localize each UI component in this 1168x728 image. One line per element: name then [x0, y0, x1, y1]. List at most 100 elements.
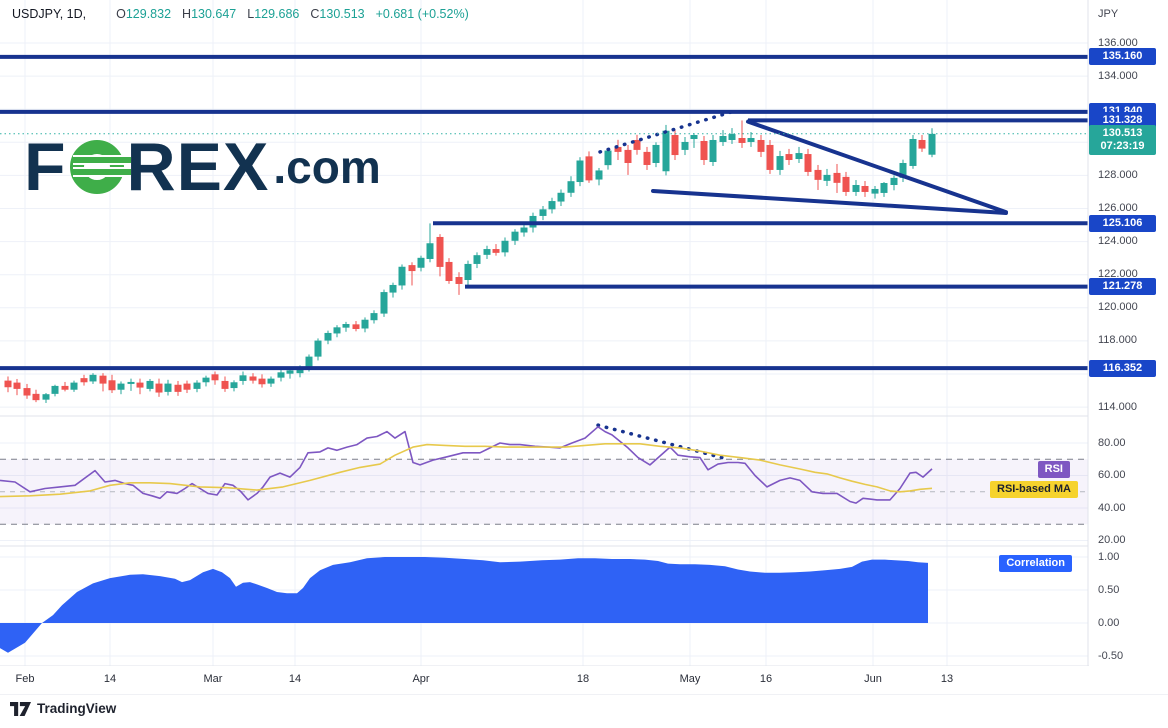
candle[interactable] — [230, 382, 238, 389]
candle[interactable] — [136, 382, 144, 388]
candle[interactable] — [501, 240, 509, 253]
candle[interactable] — [909, 138, 917, 166]
candle[interactable] — [918, 139, 926, 149]
trendline[interactable] — [746, 119, 1008, 215]
tradingview-logo[interactable]: TradingView — [10, 701, 116, 716]
dotted-trendline[interactable] — [598, 109, 737, 154]
candle[interactable] — [520, 227, 528, 233]
candle[interactable] — [766, 144, 774, 170]
candle[interactable] — [585, 156, 593, 181]
candle[interactable] — [890, 177, 898, 185]
candle[interactable] — [738, 137, 746, 143]
candle[interactable] — [193, 382, 201, 389]
candle[interactable] — [814, 169, 822, 180]
candle[interactable] — [267, 378, 275, 384]
candle[interactable] — [690, 135, 698, 139]
candle[interactable] — [804, 154, 812, 172]
candle[interactable] — [370, 313, 378, 321]
candle[interactable] — [155, 383, 163, 393]
candle[interactable] — [576, 160, 584, 183]
candle[interactable] — [795, 153, 803, 160]
candle[interactable] — [445, 261, 453, 281]
price-axis[interactable]: JPY 136.000 134.000 128.000 126.000 124.000 1… — [1089, 0, 1168, 694]
candle[interactable] — [221, 380, 229, 389]
candle[interactable] — [417, 257, 425, 268]
candle[interactable] — [464, 263, 472, 280]
candle[interactable] — [23, 388, 31, 396]
candle[interactable] — [211, 374, 219, 381]
candle[interactable] — [595, 170, 603, 180]
candle[interactable] — [408, 265, 416, 272]
candle[interactable] — [823, 174, 831, 181]
candle[interactable] — [174, 384, 182, 392]
candle[interactable] — [662, 130, 670, 172]
candle[interactable] — [108, 380, 116, 391]
candle[interactable] — [305, 356, 313, 368]
candle[interactable] — [871, 188, 879, 194]
candle[interactable] — [833, 172, 841, 183]
candle[interactable] — [436, 236, 444, 267]
rsi-line[interactable] — [0, 426, 933, 504]
candle[interactable] — [671, 135, 679, 156]
candle[interactable] — [681, 141, 689, 150]
candle[interactable] — [473, 255, 481, 264]
candle[interactable] — [127, 381, 135, 384]
candle[interactable] — [183, 383, 191, 390]
candle[interactable] — [624, 149, 632, 163]
candle[interactable] — [352, 324, 360, 329]
candle[interactable] — [861, 185, 869, 192]
candle[interactable] — [747, 137, 755, 142]
candle[interactable] — [633, 139, 641, 150]
candle[interactable] — [146, 380, 154, 389]
candle[interactable] — [70, 382, 78, 390]
candle[interactable] — [842, 176, 850, 192]
candle[interactable] — [99, 375, 107, 384]
candle[interactable] — [389, 284, 397, 293]
candle[interactable] — [117, 383, 125, 390]
time-axis[interactable]: Feb 14 Mar 14 Apr 18 May 16 Jun 13 — [0, 666, 1168, 694]
rsi-ma-line[interactable] — [0, 443, 933, 498]
candle[interactable] — [604, 150, 612, 166]
candle[interactable] — [361, 319, 369, 329]
candle[interactable] — [333, 327, 341, 334]
candle[interactable] — [164, 383, 172, 392]
candle[interactable] — [511, 231, 519, 241]
candle[interactable] — [700, 140, 708, 161]
candle[interactable] — [483, 249, 491, 255]
candle[interactable] — [728, 134, 736, 140]
candle[interactable] — [557, 192, 565, 202]
candle[interactable] — [380, 292, 388, 314]
candle[interactable] — [709, 139, 717, 162]
candle[interactable] — [928, 133, 936, 155]
candle[interactable] — [880, 183, 888, 193]
correlation-area[interactable] — [0, 557, 928, 653]
candle[interactable] — [4, 380, 12, 388]
candle[interactable] — [426, 243, 434, 259]
candle[interactable] — [614, 146, 622, 152]
candle[interactable] — [314, 340, 322, 357]
candle[interactable] — [202, 377, 210, 383]
candle[interactable] — [32, 393, 40, 401]
candle[interactable] — [539, 209, 547, 216]
candle[interactable] — [258, 378, 266, 385]
candle[interactable] — [286, 370, 294, 374]
candle[interactable] — [757, 139, 765, 152]
candle[interactable] — [567, 181, 575, 193]
candle[interactable] — [492, 249, 500, 253]
candle[interactable] — [899, 162, 907, 178]
candle[interactable] — [548, 201, 556, 210]
candle[interactable] — [785, 154, 793, 161]
candle[interactable] — [652, 144, 660, 163]
candle[interactable] — [51, 385, 59, 394]
candle[interactable] — [89, 374, 97, 382]
candle[interactable] — [80, 378, 88, 383]
candle[interactable] — [643, 151, 651, 165]
candle[interactable] — [61, 385, 69, 390]
trendline[interactable] — [651, 188, 1008, 215]
symbol-title[interactable]: USDJPY, 1D, — [12, 7, 87, 21]
candle[interactable] — [324, 332, 332, 341]
candle[interactable] — [398, 266, 406, 286]
candle[interactable] — [776, 156, 784, 170]
candle[interactable] — [249, 376, 257, 381]
